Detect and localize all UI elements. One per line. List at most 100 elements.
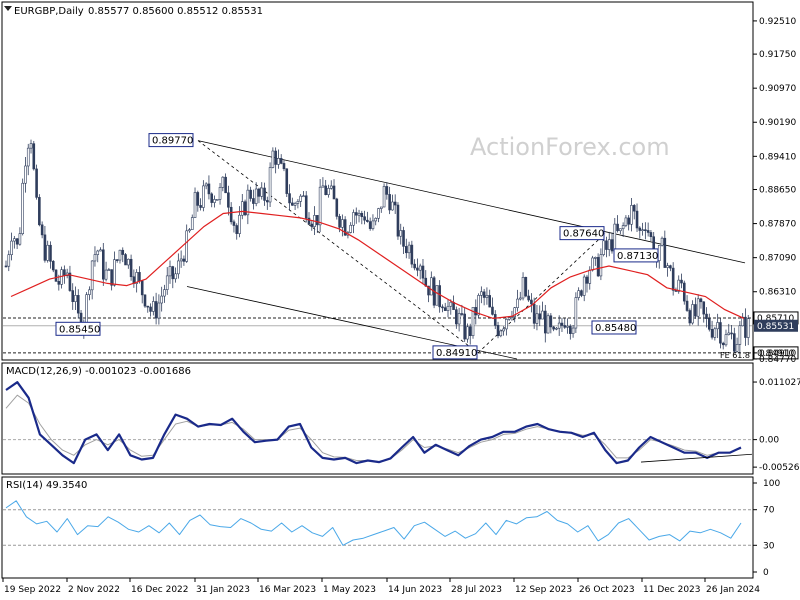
candle-body xyxy=(177,260,180,275)
candle-body xyxy=(385,186,389,195)
candle-body xyxy=(563,325,567,328)
candle-body xyxy=(279,158,283,164)
candle-body xyxy=(443,307,447,311)
candle-body xyxy=(363,216,366,221)
rsi-label: RSI(14) 49.3540 xyxy=(6,480,87,491)
price-tick-label: 0.87090 xyxy=(759,254,796,264)
candle-body xyxy=(388,194,391,211)
candle-body xyxy=(630,205,633,225)
candle-body xyxy=(569,325,572,334)
candle-body xyxy=(691,304,694,324)
date-tick-label: 26 Oct 2023 xyxy=(579,585,635,595)
candle-body xyxy=(63,269,66,277)
candle-body xyxy=(179,258,183,262)
candle-body xyxy=(721,342,725,346)
date-tick-label: 12 Sep 2023 xyxy=(515,585,572,595)
ohlc-values: 0.85577 0.85600 0.85512 0.85531 xyxy=(88,6,263,17)
candle-body xyxy=(446,305,450,311)
candle-body xyxy=(307,217,311,225)
candle-body xyxy=(49,244,52,262)
candle-body xyxy=(185,230,188,262)
candle-body xyxy=(188,229,191,232)
candle-body xyxy=(157,302,161,319)
candle-body xyxy=(232,221,236,226)
candle-body xyxy=(644,229,647,232)
candle-body xyxy=(304,195,308,219)
price-annotation-label: 0.87640 xyxy=(563,229,604,240)
candle-body xyxy=(427,285,430,296)
candle-body xyxy=(613,223,617,252)
candle-body xyxy=(68,272,72,291)
candle-body xyxy=(449,301,453,307)
candle-body xyxy=(560,322,564,326)
candle-body xyxy=(90,260,94,291)
candle-body xyxy=(435,285,439,306)
candle-body xyxy=(649,232,653,238)
candle-body xyxy=(744,316,747,338)
price-panel-frame xyxy=(1,1,754,361)
candle-body xyxy=(229,206,233,223)
candle-body xyxy=(199,205,202,208)
candle-body xyxy=(413,263,416,269)
candle-body xyxy=(268,167,272,203)
candle-body xyxy=(724,334,728,346)
date-axis: 19 Sep 2022 2 Nov 2022 16 Dec 2022 31 Jan 2… xyxy=(2,578,760,595)
candle-body xyxy=(168,266,172,277)
candle-body xyxy=(360,212,364,218)
candle-body xyxy=(441,306,444,309)
candle-body xyxy=(207,183,211,195)
candle-body xyxy=(29,143,33,149)
fibo-trend-line xyxy=(197,140,479,354)
candle-body xyxy=(391,201,394,211)
candle-body xyxy=(585,276,589,284)
candle-body xyxy=(708,318,711,330)
candle-body xyxy=(10,240,13,256)
candle-body xyxy=(101,249,105,280)
price-annotation-box xyxy=(613,248,659,263)
macd-axis: 0.011027 0.00 -0.005267 xyxy=(753,378,800,473)
candle-body xyxy=(74,295,77,302)
price-tick-label: 0.84770 xyxy=(759,355,796,365)
candle-body xyxy=(129,258,133,278)
candle-body xyxy=(35,168,38,198)
current-price-tag xyxy=(754,319,798,332)
candle-body xyxy=(160,295,163,304)
candle-body xyxy=(746,318,750,338)
candle-body xyxy=(24,165,27,184)
candle-body xyxy=(382,186,386,208)
candle-body xyxy=(46,244,49,261)
candle-body xyxy=(555,327,558,330)
candle-body xyxy=(254,188,258,204)
candle-body xyxy=(699,298,703,303)
candle-body xyxy=(324,185,327,196)
candle-body xyxy=(505,319,508,330)
candle-body xyxy=(541,310,544,320)
candle-body xyxy=(327,188,330,196)
candle-body xyxy=(499,330,503,337)
candle-body xyxy=(421,265,425,279)
candle-body xyxy=(240,201,244,216)
price-tick-label: 0.90970 xyxy=(759,84,796,94)
candle-body xyxy=(516,298,519,309)
candle-body xyxy=(713,328,717,338)
candle-body xyxy=(293,203,297,206)
macd-tick-label: 0.00 xyxy=(759,436,779,446)
candle-body xyxy=(368,221,372,229)
candle-body xyxy=(204,183,208,187)
macd-lines xyxy=(3,381,753,465)
candle-body xyxy=(285,168,289,194)
candle-body xyxy=(474,307,478,316)
candle-body xyxy=(574,297,578,329)
current-price-label: 0.85531 xyxy=(757,322,794,332)
symbol-dropdown-icon[interactable] xyxy=(4,6,12,11)
candle-body xyxy=(38,197,41,226)
candle-body xyxy=(138,272,141,282)
candle-body xyxy=(727,332,731,335)
candle-body xyxy=(140,280,144,296)
candle-body xyxy=(396,204,400,237)
candle-body xyxy=(377,208,380,219)
watermark-text: ActionForex.com xyxy=(470,133,670,161)
candle-body xyxy=(591,257,594,271)
candle-body xyxy=(21,182,24,234)
candle-body xyxy=(696,298,700,317)
